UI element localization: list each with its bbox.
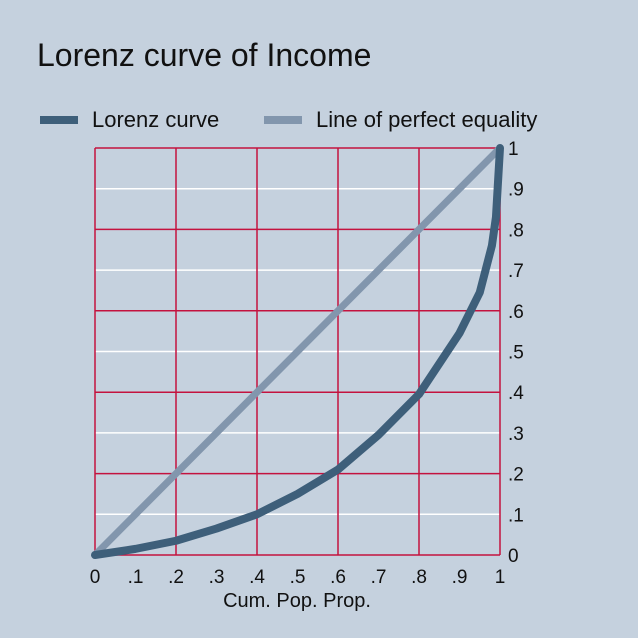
legend: Lorenz curve Line of perfect equality — [40, 107, 537, 132]
x-tick-label: .9 — [452, 567, 468, 588]
x-tick-label: 1 — [495, 567, 506, 588]
x-tick-label: 0 — [90, 567, 101, 588]
series-layer — [91, 144, 504, 559]
y-tick-label: .5 — [508, 343, 524, 364]
y-tick-label: .3 — [508, 424, 524, 445]
y-tick-label: 1 — [508, 139, 519, 160]
y-tick-label: .8 — [508, 220, 524, 241]
y-axis-ticks: 0 .1 .2 .3 .4 .5 .6 .7 .8 .9 1 — [508, 139, 524, 567]
y-tick-label: .1 — [508, 505, 524, 526]
plot-area — [91, 144, 504, 559]
x-tick-label: .7 — [371, 567, 387, 588]
y-tick-label: .9 — [508, 180, 524, 201]
legend-label-lorenz-curve: Lorenz curve — [92, 107, 219, 132]
x-tick-label: .5 — [290, 567, 306, 588]
chart-title: Lorenz curve of Income — [37, 37, 371, 73]
y-tick-label: .6 — [508, 302, 524, 323]
x-tick-label: .6 — [330, 567, 346, 588]
x-tick-label: .1 — [128, 567, 144, 588]
y-tick-label: .4 — [508, 383, 524, 404]
x-axis-ticks: 0 .1 .2 .3 .4 .5 .6 .7 .8 .9 1 — [90, 567, 506, 588]
y-tick-label: .2 — [508, 465, 524, 486]
x-tick-label: .3 — [209, 567, 225, 588]
x-axis-label: Cum. Pop. Prop. — [223, 590, 371, 612]
y-tick-label: 0 — [508, 546, 519, 567]
series-line-line-of-perfect-equality — [91, 144, 504, 559]
y-tick-label: .7 — [508, 261, 524, 282]
legend-label-line-of-perfect-equality: Line of perfect equality — [316, 107, 537, 132]
x-tick-label: .4 — [249, 567, 265, 588]
x-tick-label: .2 — [168, 567, 184, 588]
series-line-lorenz-curve — [91, 144, 504, 559]
grid — [94, 147, 501, 556]
x-tick-label: .8 — [411, 567, 427, 588]
